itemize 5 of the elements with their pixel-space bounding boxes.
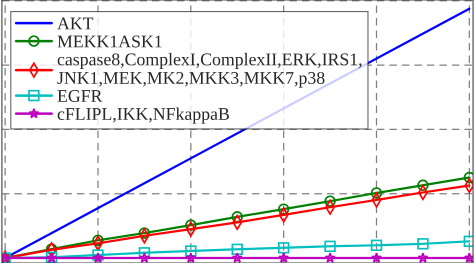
legend-label: cFLIPL,IKK,NFkappaB — [58, 107, 229, 124]
legend-label: MEKK1ASK1 — [58, 36, 162, 48]
legend-label: EGFR — [58, 90, 102, 102]
legend-label: caspase8,ComplexI,ComplexII,ERK,IRS1, JNK1,MEK,MK2,MKK3,MKK7,p38 — [57, 52, 362, 88]
legend-label: AKT — [57, 18, 94, 30]
